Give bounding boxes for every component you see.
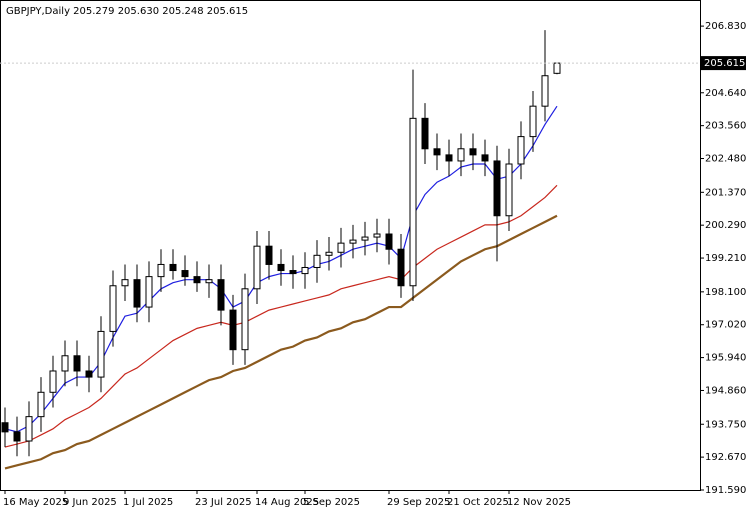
candle-body: [337, 242, 345, 253]
candle-body: [457, 148, 465, 162]
candle-body: [397, 248, 405, 287]
candle-body: [157, 263, 165, 278]
candle-body: [265, 245, 273, 265]
y-tick-label: 204.640: [705, 88, 746, 99]
moving-average: [4, 214, 558, 470]
candle-body: [349, 239, 357, 244]
candle-body: [493, 160, 501, 217]
x-tick-label: 21 Oct 2025: [447, 497, 509, 508]
y-tick-label: 199.210: [705, 253, 746, 264]
y-tick-label: 206.830: [705, 21, 746, 32]
y-tick-label: 195.940: [705, 353, 746, 364]
moving-average: [4, 184, 558, 448]
candle-body: [73, 355, 81, 372]
y-tick-label: 200.290: [705, 220, 746, 231]
price-tag-label: 205.615: [704, 58, 745, 69]
price-tag: [701, 56, 746, 71]
candle-body: [145, 276, 153, 308]
candle-body: [97, 330, 105, 378]
x-tick-label: 5 Sep 2025: [303, 497, 360, 508]
candle-body: [193, 276, 201, 284]
candle-body: [85, 370, 93, 378]
candle-body: [169, 263, 177, 272]
candle-body: [445, 154, 453, 162]
candle-body: [253, 245, 261, 290]
candle-body: [37, 391, 45, 418]
candle-body: [517, 136, 525, 165]
x-tick-label: 1 Jul 2025: [123, 497, 173, 508]
candle-body: [553, 62, 561, 74]
y-tick-label: 203.560: [705, 121, 746, 132]
candle-body: [373, 233, 381, 238]
candle-body: [481, 154, 489, 162]
y-tick-label: 192.670: [705, 452, 746, 463]
candle-body: [181, 270, 189, 278]
x-tick-label: 14 Aug 2025: [255, 497, 319, 508]
candle-body: [241, 288, 249, 351]
candle-body: [313, 254, 321, 268]
candle-body: [205, 279, 213, 284]
candle-body: [1, 422, 9, 433]
candle-body: [133, 279, 141, 308]
y-tick-label: 194.860: [705, 385, 746, 396]
y-tick-label: 193.750: [705, 419, 746, 430]
candle-body: [25, 416, 33, 442]
candle-body: [421, 117, 429, 150]
candle-body: [409, 117, 417, 287]
candle-body: [229, 309, 237, 351]
candle-body: [385, 233, 393, 250]
candle-body: [109, 285, 117, 332]
y-tick-label: 201.370: [705, 187, 746, 198]
candle-body: [49, 370, 57, 393]
candle-body: [301, 266, 309, 275]
chart-title: GBPJPY,Daily 205.279 205.630 205.248 205…: [6, 6, 248, 17]
candle-body: [433, 148, 441, 156]
y-tick-label: 191.590: [705, 485, 746, 496]
candle-body: [529, 105, 537, 138]
candle-body: [289, 270, 297, 275]
candle-body: [277, 263, 285, 272]
y-tick-label: 198.100: [705, 287, 746, 298]
y-tick-label: 202.480: [705, 154, 746, 165]
candle-body: [61, 355, 69, 372]
candle-body: [13, 431, 21, 442]
x-tick-label: 16 May 2025: [3, 497, 68, 508]
candle-body: [217, 279, 225, 311]
candle-body: [325, 251, 333, 256]
candle-body: [541, 75, 549, 107]
plot-frame: [0, 0, 701, 491]
candle-body: [121, 279, 129, 287]
candle-body: [361, 236, 369, 241]
candle-body: [505, 163, 513, 217]
x-tick-label: 29 Sep 2025: [387, 497, 450, 508]
candle-body: [469, 148, 477, 156]
x-tick-label: 9 Jun 2025: [63, 497, 117, 508]
x-tick-label: 12 Nov 2025: [507, 497, 571, 508]
x-tick-label: 23 Jul 2025: [195, 497, 252, 508]
y-tick-label: 197.020: [705, 320, 746, 331]
